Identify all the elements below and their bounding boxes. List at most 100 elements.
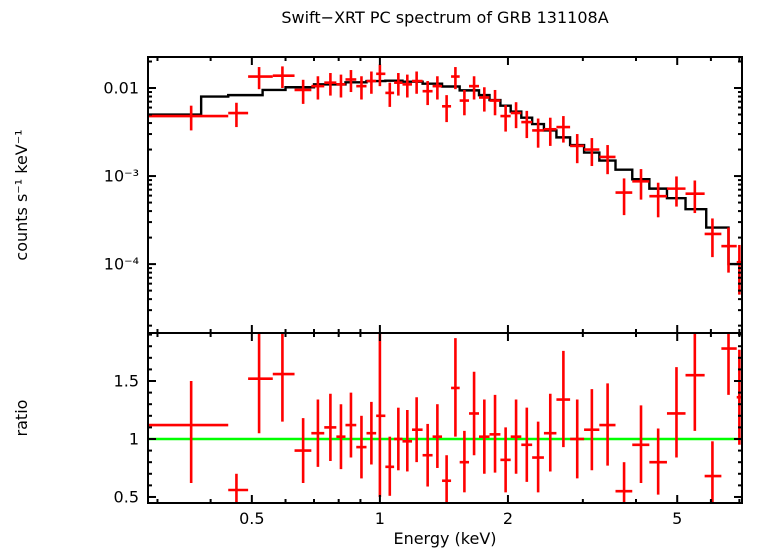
data-point-errorbar: [532, 421, 544, 493]
data-point-errorbar: [489, 394, 501, 473]
data-point-errorbar: [521, 407, 533, 482]
data-point-errorbar: [402, 409, 413, 472]
data-point-errorbar: [412, 397, 423, 463]
spectrum-data-group: [148, 64, 742, 295]
data-point-errorbar: [451, 338, 460, 437]
data-point-errorbar: [532, 118, 544, 148]
data-point-errorbar: [459, 430, 470, 493]
data-point-errorbar: [721, 227, 737, 273]
data-point-errorbar: [543, 117, 557, 146]
data-point-errorbar: [228, 102, 249, 128]
data-point-errorbar: [228, 473, 249, 503]
data-point-errorbar: [148, 381, 229, 484]
data-point-errorbar: [500, 427, 511, 493]
data-point-errorbar: [248, 333, 273, 434]
data-point-errorbar: [479, 399, 490, 474]
y-tick-label: 1: [129, 429, 139, 448]
data-point-errorbar: [366, 71, 377, 94]
data-point-errorbar: [356, 415, 367, 479]
data-point-errorbar: [510, 399, 522, 474]
data-point-errorbar: [469, 76, 480, 100]
data-point-errorbar: [649, 182, 667, 218]
y-tick-label: 0.01: [103, 79, 139, 98]
y-axis-label-ratio: ratio: [12, 400, 31, 437]
data-point-errorbar: [704, 441, 722, 503]
data-point-errorbar: [422, 423, 433, 487]
data-point-errorbar: [422, 81, 433, 106]
data-point-errorbar: [500, 105, 511, 132]
data-point-errorbar: [366, 401, 377, 465]
data-point-errorbar: [345, 70, 357, 93]
plot-title: Swift−XRT PC spectrum of GRB 131108A: [281, 8, 608, 27]
data-point-errorbar: [432, 76, 443, 100]
data-point-errorbar: [570, 134, 585, 164]
data-point-errorbar: [649, 428, 667, 495]
data-point-errorbar: [666, 176, 686, 207]
x-tick-label: 0.5: [239, 509, 264, 528]
data-point-errorbar: [336, 74, 346, 98]
data-point-errorbar: [311, 76, 325, 100]
data-point-errorbar: [442, 95, 452, 123]
y-tick-label: 10⁻⁴: [104, 255, 139, 274]
y-tick-label: 1.5: [114, 372, 139, 391]
data-point-errorbar: [521, 110, 533, 139]
data-point-errorbar: [556, 350, 571, 448]
data-point-errorbar: [615, 178, 633, 216]
x-tick-label: 2: [503, 509, 513, 528]
data-point-errorbar: [685, 333, 705, 431]
y-tick-label: 10⁻³: [104, 167, 139, 186]
data-point-errorbar: [632, 169, 650, 200]
data-point-errorbar: [272, 333, 295, 422]
data-point-errorbar: [385, 82, 395, 107]
data-point-errorbar: [412, 71, 423, 94]
data-point-errorbar: [345, 392, 357, 458]
data-point-errorbar: [584, 138, 600, 167]
data-point-errorbar: [272, 66, 295, 89]
data-point-errorbar: [376, 333, 386, 497]
data-point-errorbar: [469, 371, 480, 456]
y-tick-label: 0.5: [114, 487, 139, 506]
data-point-errorbar: [615, 462, 633, 503]
data-point-errorbar: [451, 67, 460, 90]
data-point-errorbar: [599, 145, 616, 175]
data-point-errorbar: [324, 73, 337, 96]
data-point-errorbar: [294, 418, 312, 484]
data-point-errorbar: [294, 79, 312, 104]
data-point-errorbar: [584, 389, 600, 471]
data-point-errorbar: [666, 367, 686, 458]
x-axis-label: Energy (keV): [393, 529, 496, 548]
data-point-errorbar: [356, 76, 367, 100]
data-point-errorbar: [721, 333, 737, 395]
ratio-data-group: [148, 333, 742, 503]
data-point-errorbar: [394, 73, 403, 96]
data-point-errorbar: [394, 407, 403, 471]
data-point-errorbar: [336, 404, 346, 470]
data-point-errorbar: [489, 89, 501, 116]
data-point-errorbar: [248, 67, 273, 90]
data-point-errorbar: [543, 393, 557, 472]
data-point-errorbar: [311, 399, 325, 467]
data-point-errorbar: [510, 102, 522, 129]
data-point-errorbar: [556, 116, 571, 143]
data-point-errorbar: [432, 404, 443, 468]
data-point-errorbar: [479, 87, 490, 112]
data-point-errorbar: [685, 180, 705, 214]
data-point-errorbar: [570, 399, 585, 479]
data-point-errorbar: [599, 383, 616, 466]
data-point-errorbar: [402, 74, 413, 98]
data-point-errorbar: [704, 218, 722, 258]
panel-frame: [147, 332, 743, 504]
data-point-errorbar: [632, 405, 650, 484]
data-point-errorbar: [148, 105, 229, 131]
data-point-errorbar: [459, 89, 470, 116]
y-axis-label-counts: counts s⁻¹ keV⁻¹: [12, 129, 31, 260]
data-point-errorbar: [385, 436, 395, 496]
data-point-errorbar: [324, 393, 337, 462]
data-point-errorbar: [376, 64, 386, 87]
data-point-errorbar: [442, 455, 452, 503]
x-tick-label: 1: [375, 509, 385, 528]
chart-layer: 0.01 10⁻³ 10⁻⁴ 0.5 1 1.5 0.5 1 2 5: [103, 56, 743, 528]
x-tick-label: 5: [672, 509, 682, 528]
